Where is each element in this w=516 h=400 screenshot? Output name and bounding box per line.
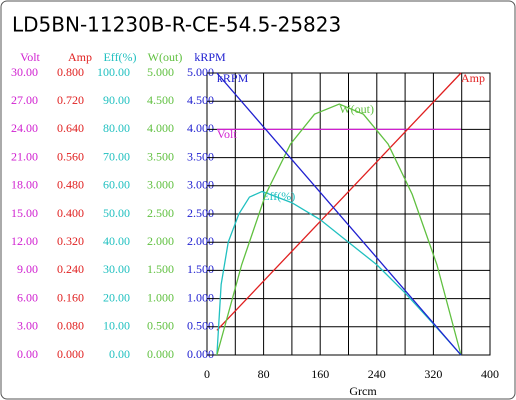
x-tick-label: 320 xyxy=(424,367,442,381)
y-tick-label: 21.00 xyxy=(11,149,38,163)
y-tick-label: 80.00 xyxy=(103,121,130,135)
y-tick-label: 70.00 xyxy=(103,149,130,163)
x-tick-label: 400 xyxy=(481,367,499,381)
y-tick-label: 0.500 xyxy=(147,319,174,333)
y-tick-label: 30.00 xyxy=(11,65,38,79)
y-tick-label: 0.080 xyxy=(57,319,84,333)
series-line xyxy=(216,190,462,356)
series-label: W(out) xyxy=(339,102,374,116)
y-tick-label: 18.00 xyxy=(11,178,38,192)
y-tick-label: 0.000 xyxy=(57,347,84,361)
y-tick-label: 27.00 xyxy=(11,93,38,107)
y-tick-label: 1.000 xyxy=(187,290,214,304)
y-tick-label: 0.240 xyxy=(57,262,84,276)
y-tick-label: 2.000 xyxy=(187,234,214,248)
y-tick-label: 4.000 xyxy=(147,121,174,135)
series-line xyxy=(216,72,462,331)
y-tick-label: 2.500 xyxy=(187,206,214,220)
x-axis-label: Grcm xyxy=(349,384,377,398)
axis-header: Amp xyxy=(68,50,92,64)
y-tick-label: 60.00 xyxy=(103,178,130,192)
y-tick-label: 3.00 xyxy=(17,319,38,333)
y-tick-label: 1.500 xyxy=(187,262,214,276)
y-tick-label: 0.000 xyxy=(147,347,174,361)
y-tick-label: 2.500 xyxy=(147,206,174,220)
y-tick-label: 4.500 xyxy=(147,93,174,107)
y-tick-label: 10.00 xyxy=(103,319,130,333)
y-tick-label: 5.000 xyxy=(187,65,214,79)
axis-header: kRPM xyxy=(194,50,226,64)
y-tick-label: 90.00 xyxy=(103,93,130,107)
y-tick-label: 4.500 xyxy=(187,93,214,107)
y-tick-label: 30.00 xyxy=(103,262,130,276)
series-line xyxy=(216,103,462,356)
y-tick-label: 0.00 xyxy=(17,347,38,361)
axis-header: Volt xyxy=(20,50,40,64)
y-tick-label: 6.00 xyxy=(17,290,38,304)
y-tick-label: 0.320 xyxy=(57,234,84,248)
series-label: Volt xyxy=(217,127,237,141)
y-tick-label: 1.000 xyxy=(147,290,174,304)
y-tick-label: 0.00 xyxy=(109,347,130,361)
y-tick-label: 40.00 xyxy=(103,234,130,248)
x-tick-label: 240 xyxy=(368,367,386,381)
y-tick-label: 0.560 xyxy=(57,149,84,163)
y-tick-label: 0.800 xyxy=(57,65,84,79)
y-tick-label: 3.000 xyxy=(187,178,214,192)
y-tick-label: 3.500 xyxy=(187,149,214,163)
y-tick-label: 0.000 xyxy=(187,347,214,361)
series-label: Amp xyxy=(461,71,485,85)
y-tick-label: 4.000 xyxy=(187,121,214,135)
series-label: kRPM xyxy=(217,71,249,85)
series-line xyxy=(216,72,462,356)
y-tick-label: 3.000 xyxy=(147,178,174,192)
x-tick-label: 160 xyxy=(311,367,329,381)
y-tick-label: 0.480 xyxy=(57,178,84,192)
y-tick-label: 24.00 xyxy=(11,121,38,135)
y-tick-label: 12.00 xyxy=(11,234,38,248)
y-tick-label: 0.640 xyxy=(57,121,84,135)
y-tick-label: 2.000 xyxy=(147,234,174,248)
x-tick-label: 0 xyxy=(204,367,210,381)
x-tick-label: 80 xyxy=(258,367,270,381)
y-tick-label: 20.00 xyxy=(103,290,130,304)
axis-header: Eff(%) xyxy=(103,50,136,64)
series-label: Eff(%) xyxy=(262,189,295,203)
y-tick-label: 15.00 xyxy=(11,206,38,220)
chart-title: LD5BN-11230B-R-CE-54.5-25823 xyxy=(12,13,341,37)
y-tick-label: 100.00 xyxy=(97,65,130,79)
y-tick-label: 1.500 xyxy=(147,262,174,276)
y-tick-label: 0.500 xyxy=(187,319,214,333)
y-tick-label: 0.160 xyxy=(57,290,84,304)
axis-header: W(out) xyxy=(148,50,183,64)
y-tick-label: 0.720 xyxy=(57,93,84,107)
y-tick-label: 50.00 xyxy=(103,206,130,220)
y-tick-label: 3.500 xyxy=(147,149,174,163)
y-tick-label: 9.00 xyxy=(17,262,38,276)
y-tick-label: 5.000 xyxy=(147,65,174,79)
y-tick-label: 0.400 xyxy=(57,206,84,220)
